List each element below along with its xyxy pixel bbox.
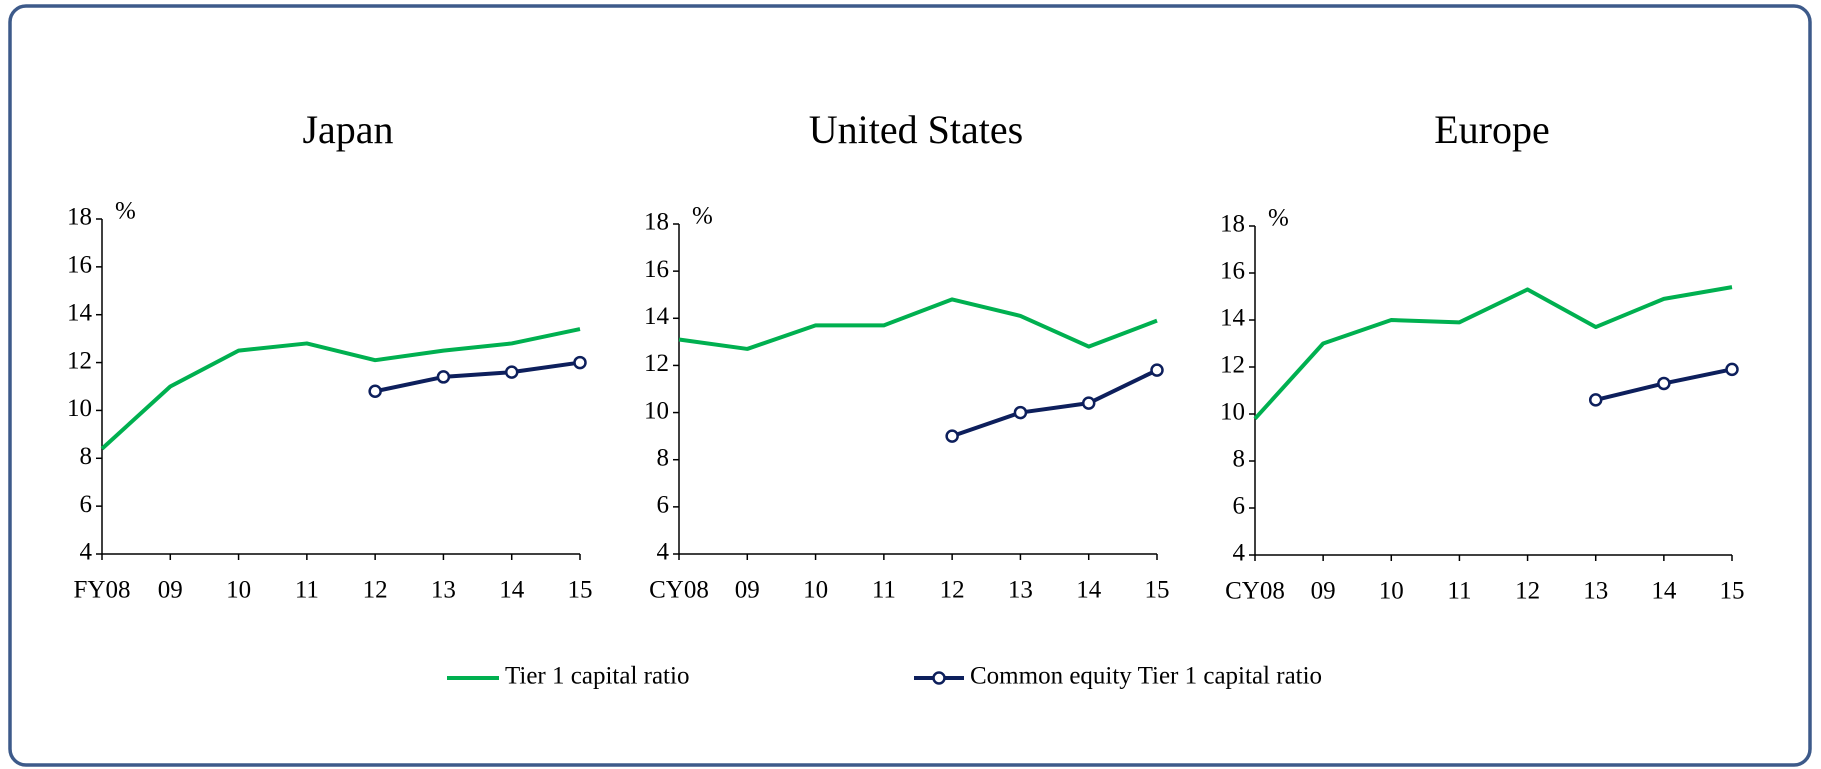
y-tick-label: 6 (1233, 493, 1246, 520)
x-tick-label: 12 (363, 577, 388, 604)
x-tick-label: 14 (499, 577, 525, 604)
point (1081, 396, 1096, 410)
y-tick-label: 18 (644, 209, 669, 236)
y-tick-label: 8 (1233, 446, 1246, 473)
y-tick-label: 14 (644, 303, 670, 330)
x-tick-label: FY08 (74, 577, 131, 604)
point (368, 384, 382, 399)
x-tick-label: 11 (1447, 578, 1471, 605)
y-tick-label: 8 (657, 444, 670, 471)
x-tick-label: 12 (940, 577, 965, 604)
y-tick-label: 12 (67, 347, 92, 374)
series-line (100, 327, 581, 451)
series-line (374, 360, 581, 394)
x-tick-label: 09 (1311, 578, 1336, 605)
x-tick-label: 15 (568, 577, 593, 604)
y-tick-label: 16 (1220, 258, 1245, 285)
x-tick-label: 09 (158, 577, 183, 604)
series-line (951, 368, 1158, 439)
y-tick-label: 18 (67, 204, 92, 231)
x-tick-label: 15 (1145, 577, 1170, 604)
y-tick-label: 8 (80, 443, 93, 470)
legend-label: Common equity Tier 1 capital ratio (970, 663, 1322, 690)
y-tick-label: 18 (1220, 211, 1245, 238)
frame (8, 4, 1812, 767)
chart-title: United States (809, 107, 1023, 152)
y-tick-label: 4 (1233, 540, 1246, 567)
x-tick-label: 09 (735, 577, 760, 604)
point (945, 429, 959, 443)
chart-title: Japan (302, 107, 393, 152)
x-tick-label: 13 (431, 577, 456, 604)
x-tick-label: 14 (1076, 577, 1102, 604)
point (436, 370, 451, 384)
x-tick-label: 10 (803, 577, 828, 604)
legend-marker (932, 671, 946, 685)
x-tick-label: 11 (872, 577, 896, 604)
y-tick-label: 10 (1220, 399, 1245, 426)
y-tick-label: 16 (644, 256, 669, 283)
y-tick-label: 6 (657, 492, 670, 519)
x-tick-label: 15 (1720, 578, 1745, 605)
point (573, 355, 587, 370)
point (1013, 405, 1028, 420)
point (1657, 376, 1671, 391)
x-tick-label: 10 (226, 577, 251, 604)
point (1588, 393, 1603, 407)
legend-label: Tier 1 capital ratio (505, 663, 689, 690)
chart-title: Europe (1434, 107, 1550, 152)
y-tick-label: 14 (1220, 305, 1246, 332)
x-tick-label: 12 (1515, 578, 1540, 605)
y-tick-label: 12 (644, 350, 669, 377)
y-tick-label: 10 (644, 397, 669, 424)
x-tick-label: 14 (1651, 578, 1677, 605)
y-tick-label: 14 (67, 299, 93, 326)
x-tick-label: 10 (1379, 578, 1404, 605)
x-tick-label: 11 (295, 577, 319, 604)
series-line (1253, 285, 1733, 421)
y-tick-label: 10 (67, 395, 92, 422)
x-tick-label: 13 (1008, 577, 1033, 604)
point (1725, 362, 1739, 377)
y-tick-label: 12 (1220, 352, 1245, 379)
point (504, 365, 519, 379)
y-axis-label: % (115, 198, 136, 225)
y-tick-label: 4 (80, 539, 93, 566)
y-axis-label: % (1268, 205, 1289, 232)
y-tick-label: 16 (67, 252, 92, 279)
x-tick-label: CY08 (649, 577, 709, 604)
point (1150, 363, 1164, 377)
y-tick-label: 6 (80, 491, 93, 518)
x-tick-label: 13 (1583, 578, 1608, 605)
x-tick-label: CY08 (1225, 578, 1285, 605)
series-line (678, 297, 1158, 351)
y-axis-label: % (692, 203, 713, 230)
y-tick-label: 4 (657, 539, 670, 566)
